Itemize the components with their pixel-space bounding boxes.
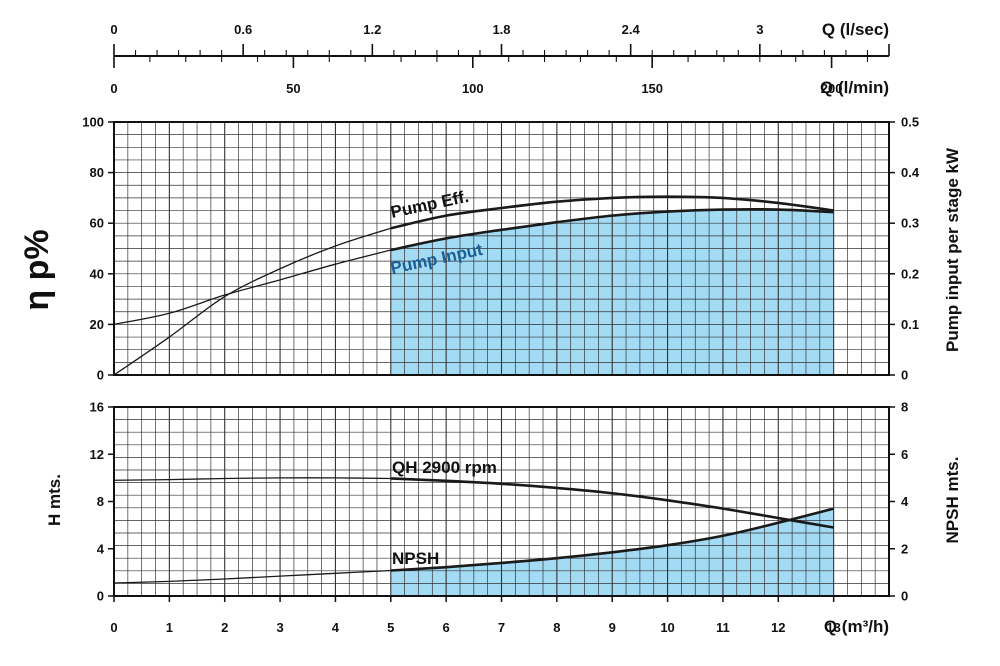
x-tick-label: 7 bbox=[498, 620, 505, 635]
efficiency-power-chart: 0 20 40 60 80 100 0 0.1 0.2 0.3 0.4 0.5 η p% Pump … bbox=[18, 115, 962, 383]
flow-lmin-axis-title: Q (l/min) bbox=[820, 78, 889, 97]
y2-tick-label: 0 bbox=[901, 368, 908, 383]
x-tick-label: 1 bbox=[166, 620, 173, 635]
upper-chart-frame bbox=[113, 121, 890, 376]
y2-tick-label: 4 bbox=[901, 494, 909, 509]
y-tick-label: 12 bbox=[90, 447, 104, 462]
upper-left-tick-labels: 0 20 40 60 80 100 bbox=[82, 115, 114, 383]
qh-2900-rpm-curve bbox=[390, 477, 834, 529]
flow-lsec-tick-label: 1.2 bbox=[363, 22, 381, 37]
flow-axis-ticks: 0 0.6 1.2 1.8 2.4 3 0 50 100 150 200 bbox=[110, 22, 890, 96]
x-tick-label: 6 bbox=[443, 620, 450, 635]
x-tick-label: 8 bbox=[553, 620, 560, 635]
y-tick-label: 100 bbox=[82, 115, 104, 130]
x-tick-label: 13 bbox=[826, 620, 840, 635]
pump-input-curve-thin bbox=[113, 249, 391, 326]
flow-lmin-tick-label: 150 bbox=[641, 81, 663, 96]
npsh-axis-title: NPSH mts. bbox=[943, 457, 962, 544]
flow-lmin-tick-label: 0 bbox=[110, 81, 117, 96]
npsh-curve-thin bbox=[113, 569, 391, 584]
top-flow-axes: 0 0.6 1.2 1.8 2.4 3 0 50 100 150 200 Q (l/sec) Q (… bbox=[110, 20, 890, 97]
efficiency-axis-title: η p% bbox=[18, 229, 56, 310]
lower-right-tick-labels: 0 2 4 6 8 bbox=[889, 400, 909, 604]
x-tick-label: 0 bbox=[110, 620, 117, 635]
y-tick-label: 4 bbox=[97, 541, 105, 556]
y2-tick-label: 6 bbox=[901, 447, 908, 462]
y-tick-label: 0 bbox=[97, 589, 104, 604]
x-tick-label: 3 bbox=[276, 620, 283, 635]
y-tick-label: 8 bbox=[97, 494, 104, 509]
flow-lsec-tick-label: 1.8 bbox=[492, 22, 510, 37]
qh-2900-rpm-curve-thin bbox=[113, 477, 391, 481]
upper-chart-curves bbox=[113, 195, 834, 376]
lower-x-tick-labels: 0 1 2 3 4 5 6 7 8 9 10 11 12 13 bbox=[110, 596, 841, 635]
flow-lsec-tick-label: 0 bbox=[110, 22, 117, 37]
upper-right-tick-labels: 0 0.1 0.2 0.3 0.4 0.5 bbox=[889, 115, 920, 383]
lower-chart-grid bbox=[114, 407, 889, 596]
pump-input-curve bbox=[390, 207, 834, 252]
npsh-curve bbox=[390, 507, 834, 572]
lower-left-tick-labels: 0 4 8 12 16 bbox=[90, 400, 114, 604]
flow-lsec-tick-label: 2.4 bbox=[622, 22, 641, 37]
qh-curve-label: QH 2900 rpm bbox=[392, 458, 497, 477]
y-tick-label: 20 bbox=[90, 317, 104, 332]
npsh-curve-label: NPSH bbox=[392, 549, 439, 568]
flow-lsec-axis-title: Q (l/sec) bbox=[822, 20, 889, 39]
x-tick-label: 5 bbox=[387, 620, 394, 635]
flow-lmin-tick-label: 200 bbox=[821, 81, 843, 96]
x-tick-label: 2 bbox=[221, 620, 228, 635]
upper-chart-grid bbox=[114, 122, 889, 375]
x-tick-label: 4 bbox=[332, 620, 340, 635]
pump-eff-curve-thin bbox=[113, 227, 391, 376]
flow-lsec-tick-label: 3 bbox=[756, 22, 763, 37]
flow-lmin-tick-label: 100 bbox=[462, 81, 484, 96]
y2-tick-label: 0.3 bbox=[901, 216, 919, 231]
x-tick-label: 10 bbox=[660, 620, 674, 635]
lower-chart-curves bbox=[113, 477, 834, 584]
flow-m3h-axis-title: Q (m³/h) bbox=[824, 617, 889, 636]
x-tick-label: 9 bbox=[609, 620, 616, 635]
x-tick-label: 12 bbox=[771, 620, 785, 635]
y-tick-label: 40 bbox=[90, 266, 104, 281]
y-tick-label: 80 bbox=[90, 165, 104, 180]
y2-tick-label: 8 bbox=[901, 400, 908, 415]
y2-tick-label: 2 bbox=[901, 541, 908, 556]
pump-eff-curve bbox=[390, 195, 834, 230]
y2-tick-label: 0.1 bbox=[901, 317, 919, 332]
pump-input-axis-title: Pump input per stage kW bbox=[943, 147, 962, 352]
x-tick-label: 11 bbox=[716, 620, 730, 635]
y2-tick-label: 0.5 bbox=[901, 115, 919, 130]
y-tick-label: 16 bbox=[90, 400, 104, 415]
y2-tick-label: 0 bbox=[901, 589, 908, 604]
y-tick-label: 0 bbox=[97, 368, 104, 383]
y2-tick-label: 0.2 bbox=[901, 266, 919, 281]
flow-lsec-tick-label: 0.6 bbox=[234, 22, 252, 37]
flow-lmin-tick-label: 50 bbox=[286, 81, 300, 96]
y2-tick-label: 0.4 bbox=[901, 165, 920, 180]
pump-eff-label: Pump Eff. bbox=[389, 187, 471, 222]
y-tick-label: 60 bbox=[90, 216, 104, 231]
head-axis-title: H mts. bbox=[45, 474, 64, 526]
